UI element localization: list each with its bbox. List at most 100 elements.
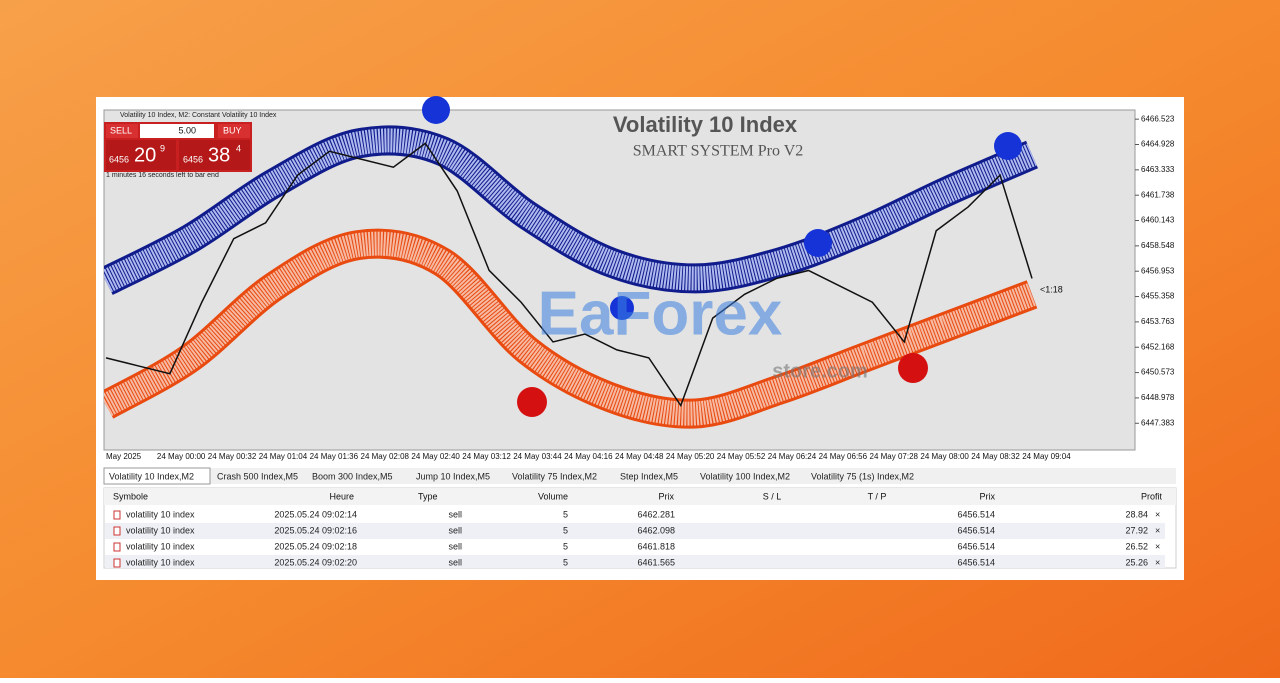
table-cell: 6456.514 <box>957 509 995 519</box>
y-tick-label: 6466.523 <box>1141 114 1175 123</box>
bid-big: 6456 <box>109 154 129 164</box>
x-tick-label: 24 May 06:56 <box>819 452 868 461</box>
y-tick-label: 6464.928 <box>1141 140 1175 149</box>
column-header: Prix <box>980 491 996 501</box>
row-icon <box>113 510 121 520</box>
table-row <box>105 523 1165 539</box>
close-button[interactable]: × <box>1155 557 1160 567</box>
table-cell: 28.84 <box>1125 509 1148 519</box>
close-button[interactable]: × <box>1155 509 1160 519</box>
y-tick-label: 6447.383 <box>1141 418 1175 427</box>
plot <box>104 125 1038 429</box>
x-tick-label: 24 May 09:04 <box>1022 452 1071 461</box>
watermark-sub: store.com <box>772 360 868 382</box>
table-cell: 6462.281 <box>637 509 675 519</box>
tab[interactable]: Volatility 75 (1s) Index,M2 <box>811 471 914 481</box>
volume-value: 5.00 <box>178 125 196 135</box>
table-cell: 2025.05.24 09:02:20 <box>274 557 357 567</box>
bid-small: 9 <box>160 143 165 153</box>
table-cell: volatility 10 index <box>126 525 195 535</box>
column-header: Heure <box>329 491 354 501</box>
table-cell: 6461.818 <box>637 541 675 551</box>
x-tick-label: May 2025 <box>106 452 142 461</box>
row-icon <box>113 526 121 536</box>
x-tick-label: 24 May 04:16 <box>564 452 613 461</box>
y-tick-label: 6450.573 <box>1141 368 1175 377</box>
table-cell: 5 <box>563 557 568 567</box>
x-tick-label: 24 May 01:36 <box>310 452 359 461</box>
table-cell: sell <box>448 509 462 519</box>
x-tick-label: 24 May 05:52 <box>717 452 766 461</box>
table-cell: 26.52 <box>1125 541 1148 551</box>
column-header: S / L <box>763 491 782 501</box>
chart-header: Volatility 10 Index, M2: Constant Volati… <box>120 112 277 119</box>
buy-label: BUY <box>223 125 242 135</box>
upper-band-fill <box>104 128 1037 293</box>
tab[interactable]: Volatility 10 Index,M2 <box>109 471 194 481</box>
y-tick-label: 6456.953 <box>1141 266 1175 275</box>
table-cell: 2025.05.24 09:02:16 <box>274 525 357 535</box>
tab[interactable]: Jump 10 Index,M5 <box>416 471 490 481</box>
table-cell: 2025.05.24 09:02:18 <box>274 541 357 551</box>
column-header: Prix <box>659 491 675 501</box>
tab[interactable]: Crash 500 Index,M5 <box>217 471 298 481</box>
ask-big: 6456 <box>183 154 203 164</box>
tab-bar <box>104 468 1176 484</box>
countdown: 1 minutes 16 seconds left to bar end <box>106 172 219 179</box>
table-cell: 5 <box>563 541 568 551</box>
table-cell: volatility 10 index <box>126 509 195 519</box>
table-cell: 5 <box>563 509 568 519</box>
volume-input[interactable] <box>140 124 214 138</box>
lower-band-fill <box>104 231 1037 426</box>
close-button[interactable]: × <box>1155 525 1160 535</box>
tab[interactable]: Volatility 100 Index,M2 <box>700 471 790 481</box>
buy-button[interactable] <box>218 124 250 138</box>
watermark: EaForex <box>538 279 783 348</box>
sell-button[interactable] <box>106 124 138 138</box>
table-cell: volatility 10 index <box>126 541 195 551</box>
tab[interactable]: Boom 300 Index,M5 <box>312 471 393 481</box>
table-cell: sell <box>448 557 462 567</box>
table-row <box>105 555 1165 568</box>
y-tick-label: 6455.358 <box>1141 292 1175 301</box>
signal-icons <box>422 96 1022 417</box>
table-cell: 6456.514 <box>957 541 995 551</box>
table-cell: 2025.05.24 09:02:14 <box>274 509 357 519</box>
table-row <box>105 507 1165 523</box>
table-cell: volatility 10 index <box>126 557 195 567</box>
tab[interactable]: Volatility 75 Index,M2 <box>512 471 597 481</box>
row-icon <box>113 558 121 568</box>
tab[interactable]: Step Index,M5 <box>620 471 678 481</box>
sell-label: SELL <box>110 125 132 135</box>
x-tick-label: 24 May 00:00 <box>157 452 206 461</box>
table-body: volatility 10 index 2025.05.24 09:02:14 se… <box>105 507 1165 568</box>
y-tick-label: 6460.143 <box>1141 216 1175 225</box>
column-header: Type <box>418 491 438 501</box>
table-cell: 27.92 <box>1125 525 1148 535</box>
x-tick-label: 24 May 07:28 <box>870 452 919 461</box>
table-cell: 5 <box>563 525 568 535</box>
x-tick-label: 24 May 06:24 <box>768 452 817 461</box>
x-tick-label: 24 May 01:04 <box>259 452 308 461</box>
x-tick-label: 24 May 04:48 <box>615 452 664 461</box>
table-cell: 6462.098 <box>637 525 675 535</box>
chart-title: Volatility 10 Index <box>613 112 798 137</box>
table-cell: sell <box>448 541 462 551</box>
active-tab <box>103 467 211 485</box>
x-tick-label: 24 May 03:12 <box>462 452 511 461</box>
column-header: T / P <box>868 491 887 501</box>
bid-main: 20 <box>134 144 156 166</box>
table-cell: sell <box>448 525 462 535</box>
table-cell: 6456.514 <box>957 557 995 567</box>
ask-main: 38 <box>208 144 230 166</box>
ask-small: 4 <box>236 143 241 153</box>
y-tick-label: 6448.978 <box>1141 393 1175 402</box>
x-tick-label: 24 May 02:40 <box>411 452 460 461</box>
table-cell: 6456.514 <box>957 525 995 535</box>
table-cell: 25.26 <box>1125 557 1148 567</box>
row-icon <box>113 542 121 552</box>
table-header <box>104 488 1176 505</box>
close-button[interactable]: × <box>1155 541 1160 551</box>
column-header: Profit <box>1141 491 1163 501</box>
